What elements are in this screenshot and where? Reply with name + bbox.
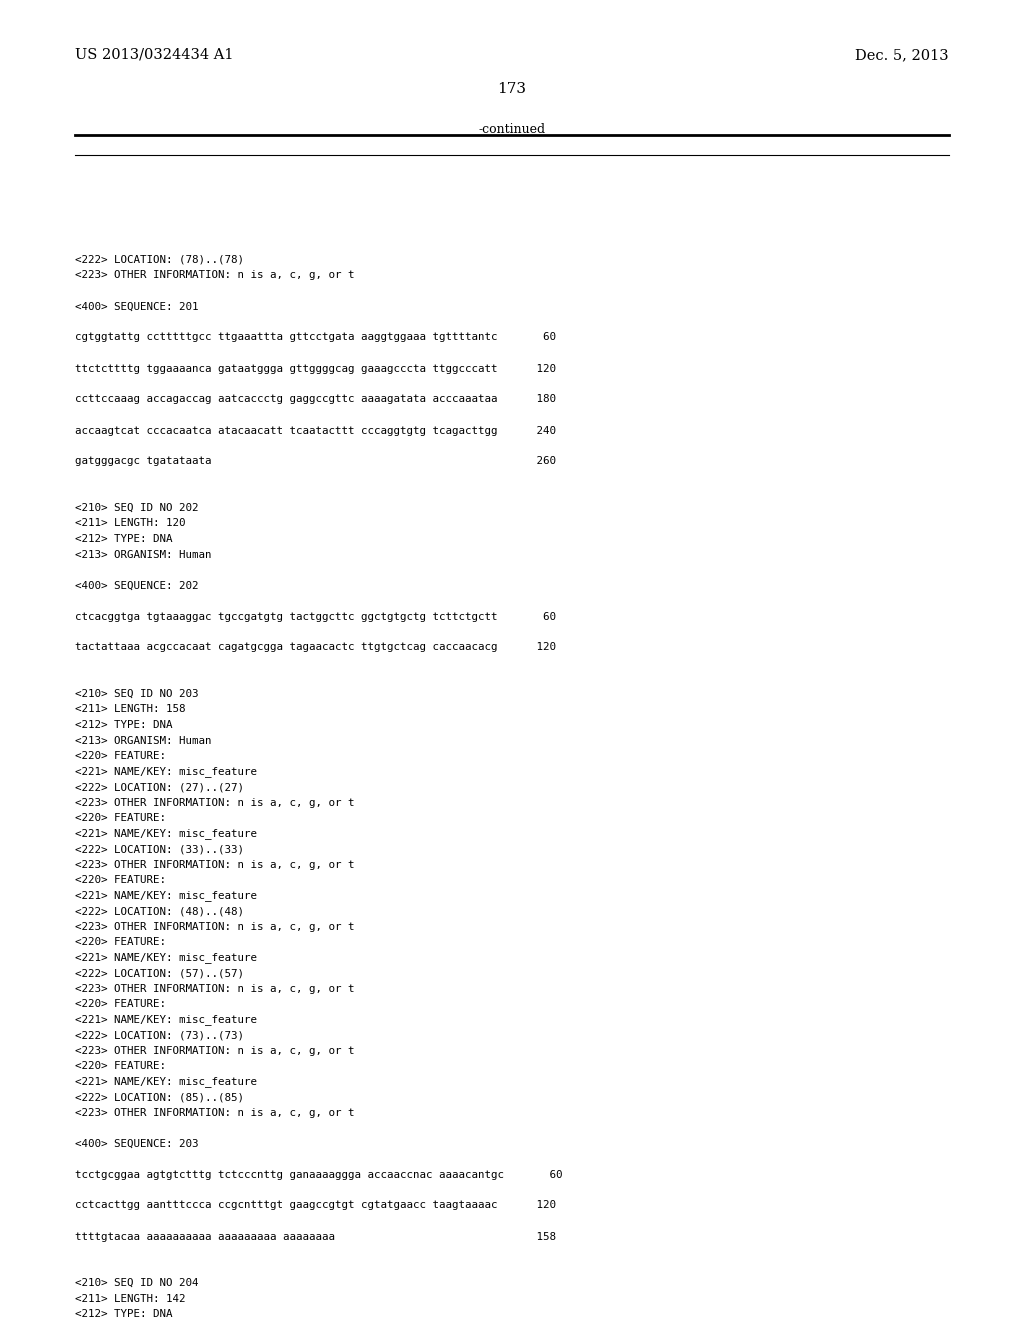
Text: accaagtcat cccacaatca atacaacatt tcaatacttt cccaggtgtg tcagacttgg      240: accaagtcat cccacaatca atacaacatt tcaatac… [75,425,556,436]
Text: <211> LENGTH: 142: <211> LENGTH: 142 [75,1294,185,1304]
Text: <220> FEATURE:: <220> FEATURE: [75,875,166,884]
Text: <220> FEATURE:: <220> FEATURE: [75,999,166,1008]
Text: <213> ORGANISM: Human: <213> ORGANISM: Human [75,549,212,560]
Text: <222> LOCATION: (85)..(85): <222> LOCATION: (85)..(85) [75,1092,244,1102]
Text: <222> LOCATION: (33)..(33): <222> LOCATION: (33)..(33) [75,843,244,854]
Text: <221> NAME/KEY: misc_feature: <221> NAME/KEY: misc_feature [75,1077,257,1088]
Text: <223> OTHER INFORMATION: n is a, c, g, or t: <223> OTHER INFORMATION: n is a, c, g, o… [75,271,354,281]
Text: <221> NAME/KEY: misc_feature: <221> NAME/KEY: misc_feature [75,891,257,902]
Text: tactattaaa acgccacaat cagatgcgga tagaacactc ttgtgctcag caccaacacg      120: tactattaaa acgccacaat cagatgcgga tagaaca… [75,643,556,652]
Text: <222> LOCATION: (73)..(73): <222> LOCATION: (73)..(73) [75,1030,244,1040]
Text: <213> ORGANISM: Human: <213> ORGANISM: Human [75,735,212,746]
Text: <223> OTHER INFORMATION: n is a, c, g, or t: <223> OTHER INFORMATION: n is a, c, g, o… [75,983,354,994]
Text: <223> OTHER INFORMATION: n is a, c, g, or t: <223> OTHER INFORMATION: n is a, c, g, o… [75,1045,354,1056]
Text: <220> FEATURE:: <220> FEATURE: [75,751,166,762]
Text: <222> LOCATION: (27)..(27): <222> LOCATION: (27)..(27) [75,781,244,792]
Text: <222> LOCATION: (57)..(57): <222> LOCATION: (57)..(57) [75,968,244,978]
Text: cgtggtattg cctttttgcc ttgaaattta gttcctgata aaggtggaaa tgttttantc       60: cgtggtattg cctttttgcc ttgaaattta gttcctg… [75,333,556,342]
Text: <221> NAME/KEY: misc_feature: <221> NAME/KEY: misc_feature [75,1015,257,1026]
Text: <400> SEQUENCE: 203: <400> SEQUENCE: 203 [75,1138,199,1148]
Text: <223> OTHER INFORMATION: n is a, c, g, or t: <223> OTHER INFORMATION: n is a, c, g, o… [75,797,354,808]
Text: <220> FEATURE:: <220> FEATURE: [75,937,166,946]
Text: <212> TYPE: DNA: <212> TYPE: DNA [75,1309,172,1319]
Text: <220> FEATURE:: <220> FEATURE: [75,813,166,822]
Text: ctcacggtga tgtaaaggac tgccgatgtg tactggcttc ggctgtgctg tcttctgctt       60: ctcacggtga tgtaaaggac tgccgatgtg tactggc… [75,611,556,622]
Text: tcctgcggaa agtgtctttg tctcccnttg ganaaaaggga accaaccnac aaaacantgc       60: tcctgcggaa agtgtctttg tctcccnttg ganaaaa… [75,1170,562,1180]
Text: ttctcttttg tggaaaanca gataatggga gttggggcag gaaagcccta ttggcccatt      120: ttctcttttg tggaaaanca gataatggga gttgggg… [75,363,556,374]
Text: ttttgtacaa aaaaaaaaaa aaaaaaaaa aaaaaaaa                               158: ttttgtacaa aaaaaaaaaa aaaaaaaaa aaaaaaaa… [75,1232,556,1242]
Text: <211> LENGTH: 158: <211> LENGTH: 158 [75,705,185,714]
Text: cctcacttgg aantttccca ccgcntttgt gaagccgtgt cgtatgaacc taagtaaaac      120: cctcacttgg aantttccca ccgcntttgt gaagccg… [75,1200,556,1210]
Text: <400> SEQUENCE: 201: <400> SEQUENCE: 201 [75,301,199,312]
Text: <223> OTHER INFORMATION: n is a, c, g, or t: <223> OTHER INFORMATION: n is a, c, g, o… [75,1107,354,1118]
Text: <223> OTHER INFORMATION: n is a, c, g, or t: <223> OTHER INFORMATION: n is a, c, g, o… [75,921,354,932]
Text: <210> SEQ ID NO 202: <210> SEQ ID NO 202 [75,503,199,513]
Text: 173: 173 [498,82,526,96]
Text: <221> NAME/KEY: misc_feature: <221> NAME/KEY: misc_feature [75,953,257,964]
Text: <212> TYPE: DNA: <212> TYPE: DNA [75,719,172,730]
Text: <222> LOCATION: (78)..(78): <222> LOCATION: (78)..(78) [75,255,244,265]
Text: <212> TYPE: DNA: <212> TYPE: DNA [75,535,172,544]
Text: <221> NAME/KEY: misc_feature: <221> NAME/KEY: misc_feature [75,829,257,840]
Text: -continued: -continued [478,123,546,136]
Text: <223> OTHER INFORMATION: n is a, c, g, or t: <223> OTHER INFORMATION: n is a, c, g, o… [75,859,354,870]
Text: <221> NAME/KEY: misc_feature: <221> NAME/KEY: misc_feature [75,767,257,777]
Text: Dec. 5, 2013: Dec. 5, 2013 [855,48,949,62]
Text: gatgggacgc tgatataata                                                  260: gatgggacgc tgatataata 260 [75,457,556,466]
Text: <210> SEQ ID NO 203: <210> SEQ ID NO 203 [75,689,199,700]
Text: US 2013/0324434 A1: US 2013/0324434 A1 [75,48,233,62]
Text: <210> SEQ ID NO 204: <210> SEQ ID NO 204 [75,1278,199,1288]
Text: <220> FEATURE:: <220> FEATURE: [75,1061,166,1071]
Text: ccttccaaag accagaccag aatcaccctg gaggccgttc aaaagatata acccaaataa      180: ccttccaaag accagaccag aatcaccctg gaggccg… [75,395,556,404]
Text: <400> SEQUENCE: 202: <400> SEQUENCE: 202 [75,581,199,590]
Text: <222> LOCATION: (48)..(48): <222> LOCATION: (48)..(48) [75,906,244,916]
Text: <211> LENGTH: 120: <211> LENGTH: 120 [75,519,185,528]
